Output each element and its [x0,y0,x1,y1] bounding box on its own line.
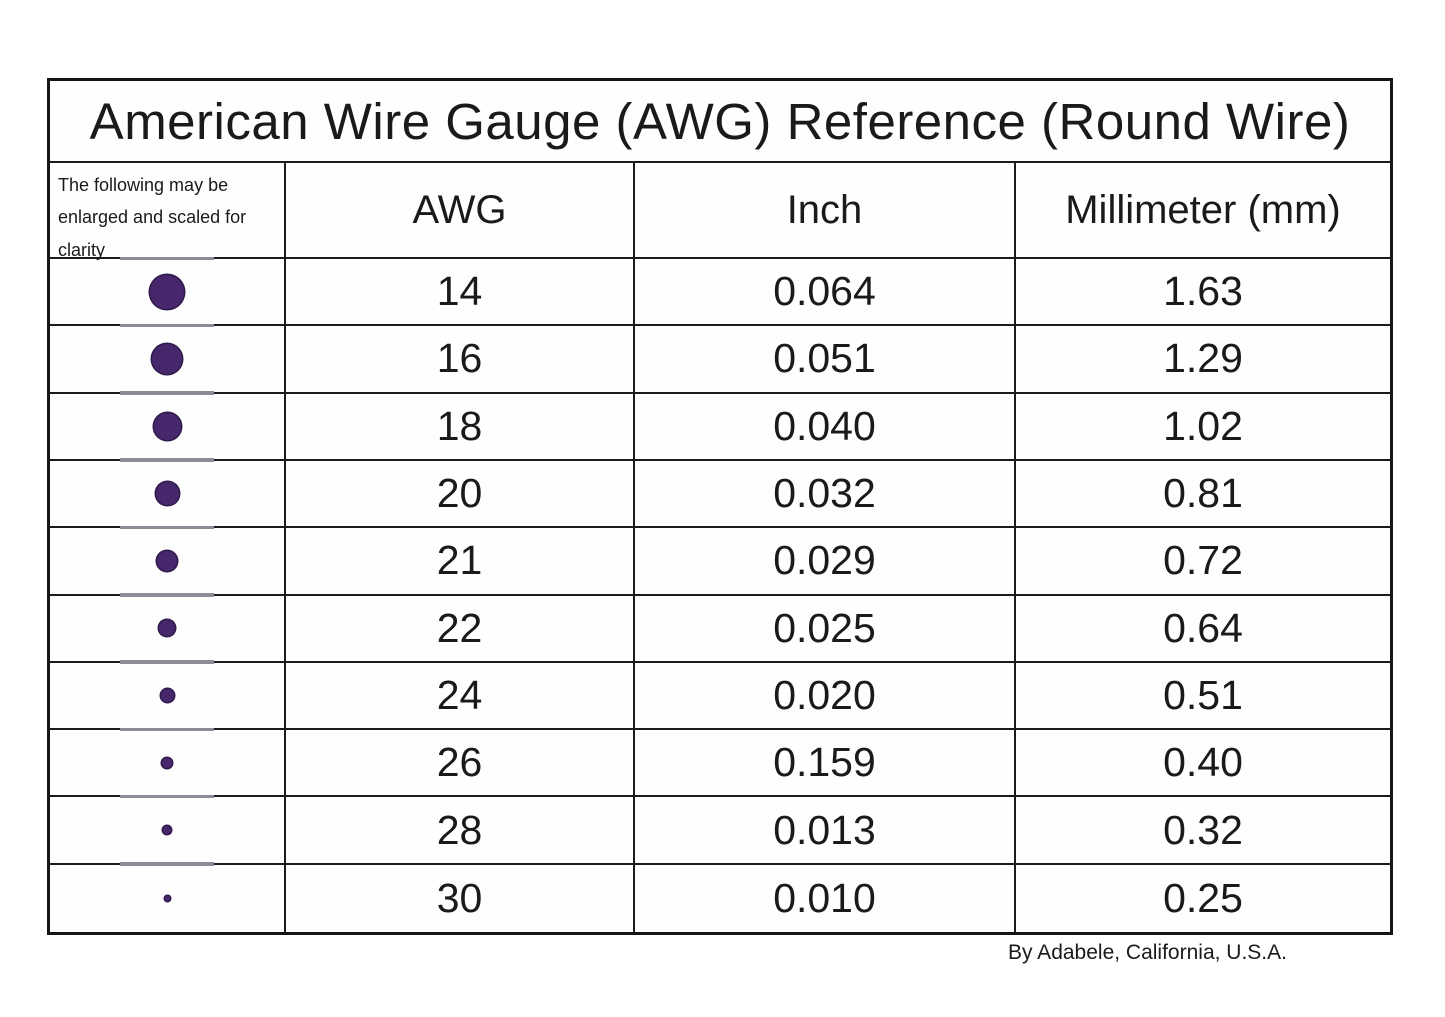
wire-size-dot [157,550,177,571]
wire-size-dot [162,757,172,768]
inch-value: 0.051 [635,326,1016,394]
mm-value: 0.40 [1016,730,1390,798]
mm-value: 0.72 [1016,528,1390,596]
inch-value: 0.025 [635,595,1016,663]
wire-dot-cell [50,864,286,932]
inch-value: 0.010 [635,864,1016,932]
wire-dot-cell [50,393,286,461]
page-title: American Wire Gauge (AWG) Reference (Rou… [50,81,1390,163]
wire-size-dot [159,620,175,637]
inch-value: 0.040 [635,393,1016,461]
wire-size-dot [152,343,182,374]
awg-value: 14 [286,259,635,327]
mm-value: 0.32 [1016,797,1390,865]
mm-value: 1.29 [1016,326,1390,394]
awg-value: 16 [286,326,635,394]
awg-value: 28 [286,797,635,865]
wire-size-dot [160,688,174,702]
wire-dot-cell [50,595,286,663]
wire-dot-cell [50,259,286,327]
wire-dot-cell [50,662,286,731]
credit-text: By Adabele, California, U.S.A. [1008,941,1287,964]
wire-size-dot [153,412,181,440]
awg-value: 18 [286,393,635,461]
inch-value: 0.159 [635,730,1016,798]
wire-dot-cell [50,460,286,529]
inch-value: 0.020 [635,662,1016,731]
column-header-mm: Millimeter (mm) [1016,163,1390,259]
scale-note: The following may be enlarged and scaled… [50,163,286,260]
column-header-awg: AWG [286,163,635,259]
wire-size-dot [163,826,171,835]
awg-value: 20 [286,460,635,529]
mm-value: 0.64 [1016,596,1390,663]
mm-value: 0.81 [1016,461,1390,529]
awg-value: 26 [286,730,635,798]
awg-reference-table: American Wire Gauge (AWG) Reference (Rou… [47,78,1393,935]
mm-value: 1.02 [1016,394,1390,461]
mm-value: 0.51 [1016,663,1390,731]
inch-value: 0.064 [635,259,1016,327]
inch-value: 0.029 [635,528,1016,596]
wire-size-dot [164,895,170,901]
wire-size-dot [150,274,184,309]
mm-value: 0.25 [1163,874,1243,921]
wire-dot-cell [50,730,286,798]
wire-dot-cell [50,528,286,596]
inch-value: 0.013 [635,797,1016,865]
column-header-inch: Inch [635,163,1016,259]
awg-value: 22 [286,595,635,663]
wire-dot-cell [50,797,286,865]
awg-value: 30 [286,864,635,932]
awg-value: 24 [286,662,635,731]
awg-value: 21 [286,528,635,596]
wire-dot-cell [50,326,286,394]
inch-value: 0.032 [635,460,1016,529]
wire-size-dot [155,482,179,506]
mm-value: 1.63 [1016,259,1390,327]
